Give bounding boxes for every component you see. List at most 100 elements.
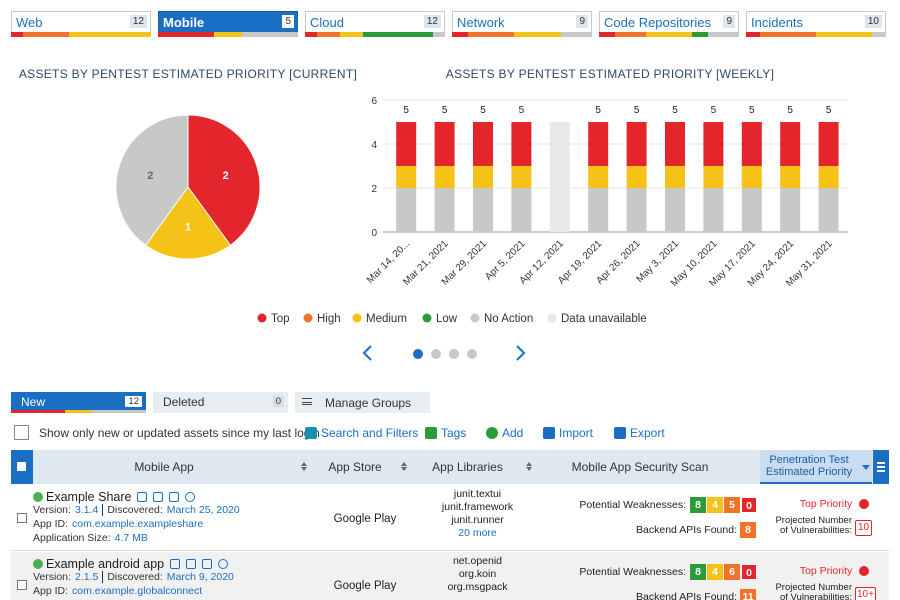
bar-segment xyxy=(511,122,532,166)
category-tab[interactable]: Web 12 xyxy=(11,11,151,33)
column-header[interactable]: Penetration Test Estimated Priority xyxy=(765,454,853,478)
y-tick-label: 6 xyxy=(371,96,377,107)
tab-segment xyxy=(242,32,298,37)
tab-count: 12 xyxy=(129,15,147,28)
bar-total: 5 xyxy=(634,105,640,116)
tab-priority-bar xyxy=(305,32,445,37)
tab-label: Mobile xyxy=(163,15,205,30)
pie-slice xyxy=(144,186,232,260)
tab-segment xyxy=(514,32,561,37)
action-icon[interactable] xyxy=(186,559,197,569)
action-icon[interactable] xyxy=(137,492,148,502)
toolbar-icon[interactable] xyxy=(305,427,317,439)
tab-segment xyxy=(433,32,445,37)
bar-segment xyxy=(473,122,493,166)
bar-segment xyxy=(588,188,609,232)
bar-segment xyxy=(396,166,417,188)
tab-priority-bar xyxy=(599,32,740,37)
tab-priority-bar xyxy=(158,32,298,37)
asset-tab[interactable]: Deleted 0 xyxy=(153,392,288,413)
library: net.openid xyxy=(452,555,503,567)
y-tick-label: 4 xyxy=(371,140,377,151)
category-tab[interactable]: Code Repositories 9 xyxy=(599,11,739,33)
toolbar-icon[interactable] xyxy=(486,427,498,439)
bar-segment xyxy=(434,188,455,232)
category-tab[interactable]: Cloud 12 xyxy=(305,11,445,33)
category-tab[interactable]: Network 9 xyxy=(452,11,592,33)
bar-segment xyxy=(741,166,762,188)
action-icon[interactable] xyxy=(170,559,181,569)
status-icon xyxy=(33,492,43,502)
checkbox[interactable] xyxy=(14,425,29,440)
toolbar-icon[interactable] xyxy=(425,427,437,439)
toolbar-button[interactable]: Import xyxy=(559,426,594,440)
bar-segment xyxy=(818,166,839,188)
row-checkbox[interactable] xyxy=(17,513,27,523)
tab-count: 9 xyxy=(576,15,588,28)
action-icon[interactable] xyxy=(218,559,229,569)
toolbar-button[interactable]: Tags xyxy=(441,426,467,440)
tab-segment xyxy=(872,32,886,37)
detail-value: 3.1.4 xyxy=(74,504,104,516)
detail-label: Version: xyxy=(33,571,71,583)
legend-label: High xyxy=(317,313,341,325)
tab-segment xyxy=(645,32,693,37)
bar-total: 5 xyxy=(749,105,755,116)
toolbar-button[interactable]: Add xyxy=(502,426,524,440)
bar-total: 5 xyxy=(519,105,525,116)
action-icon[interactable] xyxy=(169,492,180,502)
toolbar-icon[interactable] xyxy=(614,427,626,439)
tab-segment xyxy=(707,32,740,37)
tab-segment xyxy=(560,32,593,37)
toolbar-button[interactable]: Export xyxy=(630,426,665,440)
tab-segment xyxy=(214,32,242,37)
category-tab[interactable]: Mobile 5 xyxy=(158,11,298,33)
action-icon[interactable] xyxy=(153,492,164,502)
toolbar-icon[interactable] xyxy=(543,427,555,439)
bar-segment xyxy=(703,188,724,232)
manage-groups-button[interactable]: Manage Groups xyxy=(295,392,430,413)
action-icon[interactable] xyxy=(202,559,213,569)
category-tab[interactable]: Incidents 10 xyxy=(746,11,886,33)
weaknesses-label: Potential Weaknesses: xyxy=(579,499,686,511)
column-header[interactable]: Mobile App Security Scan xyxy=(571,460,709,474)
bar-segment xyxy=(665,188,685,232)
menu-icon xyxy=(302,398,312,405)
weakness-badge: 4 xyxy=(707,564,723,580)
bar-segment xyxy=(434,122,455,166)
bar-total: 5 xyxy=(442,105,448,116)
tab-segment xyxy=(599,32,615,37)
column-menu-line xyxy=(877,462,885,464)
more-libraries[interactable]: 20 more xyxy=(458,527,497,539)
app-name[interactable]: Example Share xyxy=(46,490,132,504)
carousel-prev xyxy=(362,345,372,361)
legend-label: No Action xyxy=(484,313,533,325)
toolbar-button[interactable]: Search and Filters xyxy=(321,426,419,440)
column-header[interactable]: App Libraries xyxy=(432,460,503,474)
row-checkbox[interactable] xyxy=(17,580,27,590)
column-header[interactable]: App Store xyxy=(328,460,382,474)
bar-segment xyxy=(588,122,609,166)
tab-count: 12 xyxy=(125,396,142,407)
detail-line: Application Size: 4.7 MB xyxy=(33,532,152,544)
legend-swatch xyxy=(352,313,362,323)
detail-line: App ID: com.example.exampleshare xyxy=(33,518,207,530)
legend-label: Data unavailable xyxy=(561,313,647,325)
projected-badge: 10 xyxy=(855,520,872,536)
detail-value: 4.7 MB xyxy=(114,532,148,544)
tab-segment xyxy=(816,32,872,37)
bar-total: 5 xyxy=(826,105,832,116)
action-icon[interactable] xyxy=(185,492,196,502)
weaknesses-label: Potential Weaknesses: xyxy=(579,566,686,578)
app-name[interactable]: Example android app xyxy=(46,557,165,571)
tab-segment xyxy=(363,32,434,37)
asset-tab[interactable]: New 12 xyxy=(11,392,146,413)
sort-up xyxy=(301,462,307,466)
bar-total: 5 xyxy=(595,105,601,116)
column-header[interactable]: Mobile App xyxy=(134,460,194,474)
tab-label: Network xyxy=(457,15,505,30)
bar-total: 5 xyxy=(787,105,793,116)
legend-swatch xyxy=(257,313,267,323)
tab-segment xyxy=(614,32,646,37)
detail-line: Version: 3.1.4 Discovered: March 25, 2020 xyxy=(33,504,244,516)
